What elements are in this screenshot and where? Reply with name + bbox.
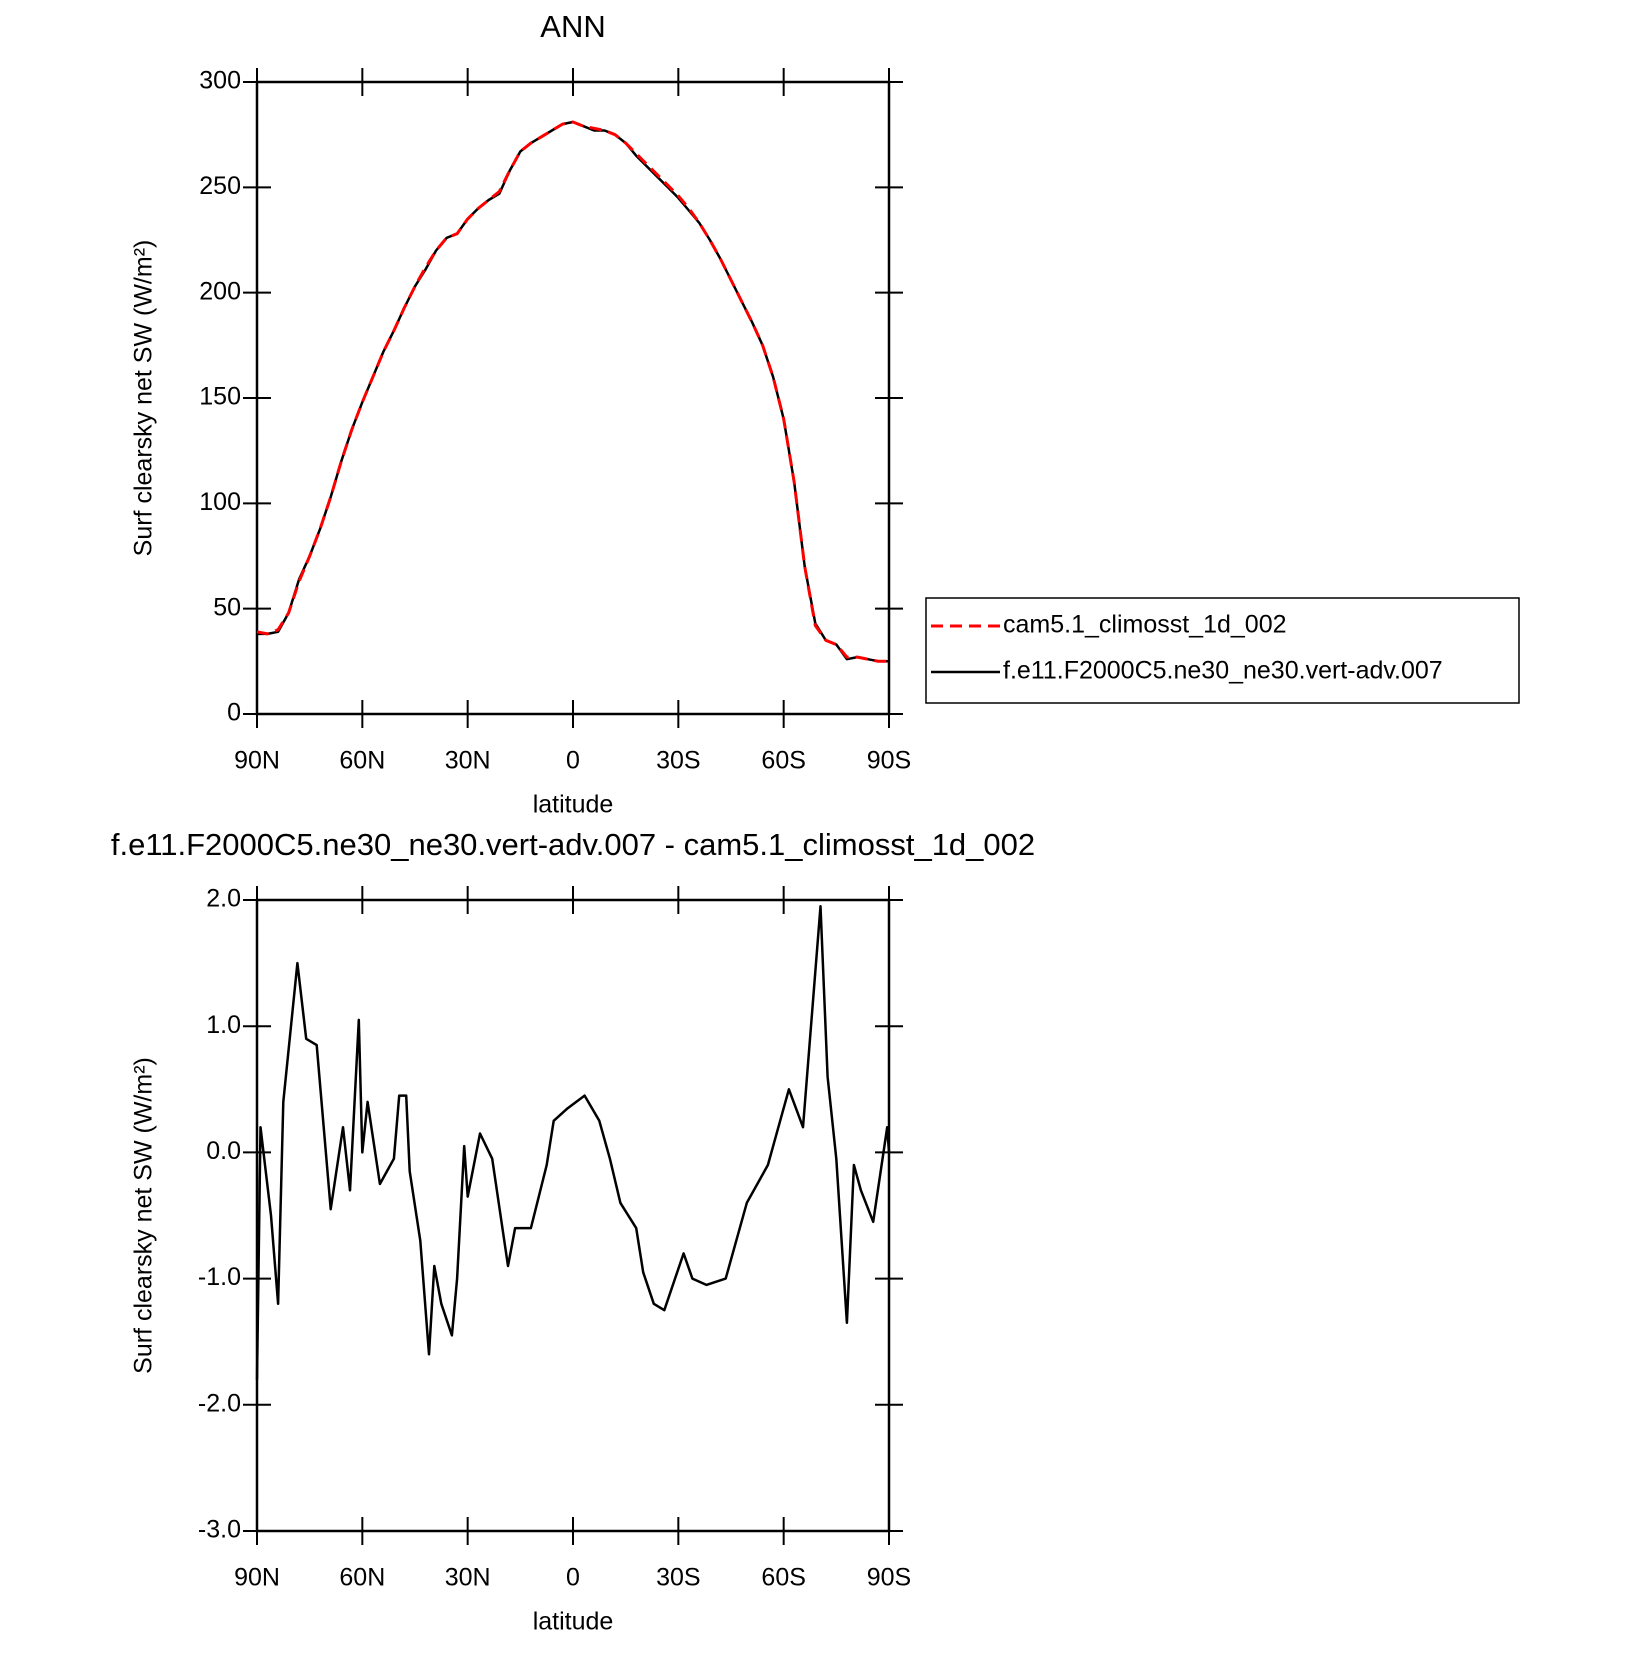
- x-tick-label: 30S: [656, 747, 700, 775]
- x-tick-label: 90S: [867, 747, 911, 775]
- x-tick-label: 60S: [761, 1564, 805, 1592]
- y-tick-label: 200: [199, 277, 241, 305]
- x-tick-label: 0: [566, 747, 580, 775]
- data-line: [255, 905, 891, 1380]
- y-tick-label: 0.0: [206, 1137, 241, 1165]
- x-tick-label: 30N: [445, 747, 491, 775]
- x-tick-label: 90S: [867, 1564, 911, 1592]
- legend-label: cam5.1_climosst_1d_002: [1003, 611, 1287, 639]
- legend: cam5.1_climosst_1d_002 f.e11.F2000C5.ne30…: [925, 597, 1520, 704]
- y-tick-label: 2.0: [206, 885, 241, 913]
- data-line: [257, 120, 889, 663]
- legend-box: [925, 597, 1520, 704]
- y-axis-label: Surf clearsky net SW (W/m²): [130, 240, 158, 557]
- x-tick-label: 60S: [761, 747, 805, 775]
- y-tick-label: 300: [199, 67, 241, 95]
- plot-frame: [255, 80, 891, 716]
- x-axis-label: latitude: [533, 1608, 614, 1636]
- chart-title: ANN: [540, 9, 605, 44]
- x-tick-label: 30S: [656, 1564, 700, 1592]
- y-axis-label: Surf clearsky net SW (W/m²): [130, 1057, 158, 1374]
- y-tick-label: 250: [199, 172, 241, 200]
- y-tick-label: -1.0: [198, 1263, 241, 1291]
- data-line: [256, 120, 889, 663]
- x-tick-label: 90N: [234, 747, 280, 775]
- y-tick-label: -2.0: [198, 1389, 241, 1417]
- y-tick-label: 50: [213, 593, 241, 621]
- x-tick-label: 90N: [234, 1564, 280, 1592]
- x-tick-label: 0: [566, 1564, 580, 1592]
- y-tick-label: 100: [199, 488, 241, 516]
- x-tick-label: 60N: [339, 747, 385, 775]
- chart-title: f.e11.F2000C5.ne30_ne30.vert-adv.007 - c…: [111, 827, 1035, 862]
- plot-frame: [255, 898, 891, 1533]
- y-tick-label: 150: [199, 383, 241, 411]
- y-tick-label: -3.0: [198, 1516, 241, 1544]
- x-axis-label: latitude: [533, 791, 614, 819]
- y-tick-label: 0: [227, 699, 241, 727]
- x-tick-label: 30N: [445, 1564, 491, 1592]
- x-tick-label: 60N: [339, 1564, 385, 1592]
- legend-label: f.e11.F2000C5.ne30_ne30.vert-adv.007: [1003, 657, 1443, 685]
- y-tick-label: 1.0: [206, 1011, 241, 1039]
